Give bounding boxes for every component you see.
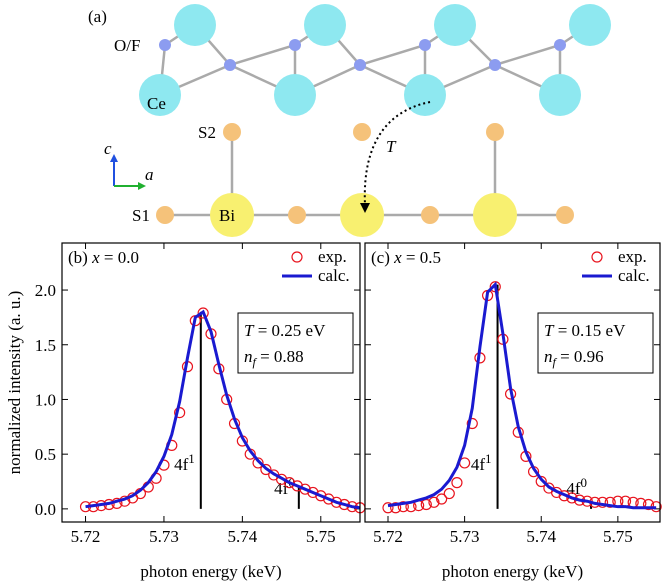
axes-icon <box>110 154 146 190</box>
param-text: = 0.15 eV <box>553 321 626 340</box>
param-symbol: T <box>544 321 555 340</box>
legend-label: exp. <box>318 247 347 266</box>
structure-diagram: (a) O/F Ce S2 S1 Bi T c a <box>88 4 611 237</box>
x-tick-label: 5.75 <box>306 527 336 546</box>
transfer-label: T <box>386 137 397 156</box>
x-tick-label: 5.74 <box>227 527 257 546</box>
spectrum-chart: 5.72 5.73 5.74 5.750.00.51.01.52.04f14f0exp… <box>5 242 366 581</box>
transfer-arrow <box>363 101 431 206</box>
param-line: T = 0.15 eV <box>544 321 626 340</box>
x-tick-label: 5.74 <box>526 527 556 546</box>
data-point <box>323 493 335 505</box>
data-point <box>443 487 455 500</box>
param-symbol: n <box>244 347 253 366</box>
legend-marker <box>591 251 603 263</box>
y-tick-label: 1.5 <box>35 336 56 355</box>
data-point <box>283 477 296 489</box>
atoms <box>139 4 611 237</box>
data-point <box>197 307 209 319</box>
panel-label: (a) <box>88 7 107 26</box>
panel-variable: x <box>91 248 100 267</box>
data-point <box>291 480 303 492</box>
param-line: T = 0.25 eV <box>244 321 326 340</box>
data-point <box>535 475 547 488</box>
y-tick-label: 2.0 <box>35 281 56 300</box>
data-point <box>466 417 478 430</box>
legend-label: exp. <box>618 247 647 266</box>
param-subscript: f <box>553 355 558 369</box>
y-tick-label: 0.0 <box>35 500 56 519</box>
data-point <box>397 501 409 513</box>
x-tick-label: 5.73 <box>149 527 179 546</box>
fit-line <box>85 309 361 510</box>
stick-label-text: 4f <box>174 455 189 474</box>
data-point <box>604 496 616 508</box>
data-point <box>315 490 327 502</box>
param-text: = 0.88 <box>256 347 304 366</box>
data-point <box>382 502 394 514</box>
atom-label: Bi <box>219 206 235 225</box>
param-subscript: f <box>253 355 258 369</box>
stick-label-text: 4f <box>471 455 486 474</box>
x-tick-label: 5.72 <box>373 527 403 546</box>
param-text: = 0.96 <box>556 347 604 366</box>
x-axis-label: photon energy (keV) <box>442 562 583 581</box>
atom-label: O/F <box>114 36 140 55</box>
y-axis-label: normalized intensity (a. u.) <box>5 291 24 475</box>
param-line: nf = 0.96 <box>544 347 604 369</box>
x-axis-label: photon energy (keV) <box>140 562 281 581</box>
axis-label: a <box>145 165 154 184</box>
legend-label: calc. <box>318 266 350 285</box>
param-symbol: T <box>244 321 255 340</box>
fit-line <box>387 281 657 510</box>
data-point <box>642 498 655 511</box>
axis-label: c <box>104 139 112 158</box>
panel-label-text: (b) <box>68 248 88 267</box>
panel-label-text: (c) <box>371 248 390 267</box>
panel-variable: x <box>393 248 402 267</box>
stick-label: 4f1 <box>174 451 195 474</box>
plot-frame <box>364 242 661 523</box>
data-point <box>307 486 319 499</box>
data-point <box>420 498 432 511</box>
y-tick-label: 0.5 <box>35 445 56 464</box>
data-point <box>260 463 272 476</box>
legend-marker <box>291 251 303 263</box>
atom-label: S1 <box>132 206 150 225</box>
legend-label: calc. <box>618 266 650 285</box>
arrow-head <box>360 203 370 213</box>
x-tick-label: 5.72 <box>71 527 101 546</box>
stick-label: 4f1 <box>471 451 492 474</box>
y-tick-label: 1.0 <box>35 390 56 409</box>
plot-frame <box>61 242 361 523</box>
stick-label-sup: 0 <box>581 475 588 490</box>
panel-label: (c) x = 0.5 <box>371 248 441 267</box>
x-tick-label: 5.73 <box>450 527 480 546</box>
param-text: = 0.25 eV <box>253 321 326 340</box>
data-point <box>390 502 402 514</box>
stick-label-sup: 1 <box>485 451 492 466</box>
bonds <box>158 23 591 217</box>
data-point <box>451 477 463 489</box>
panel-variable-value: = 0.0 <box>104 248 139 267</box>
atom-label: Ce <box>147 94 166 113</box>
data-point <box>428 496 440 508</box>
param-box <box>237 312 354 374</box>
data-point <box>299 483 311 495</box>
stick-label-sup: 1 <box>188 451 195 466</box>
data-point <box>252 457 264 469</box>
param-symbol: n <box>544 347 553 366</box>
x-tick-label: 5.75 <box>603 527 633 546</box>
param-box <box>537 312 654 374</box>
panel-variable-value: = 0.5 <box>406 248 441 267</box>
atom-label: S2 <box>198 123 216 142</box>
panel-label: (b) x = 0.0 <box>68 248 139 267</box>
data-point <box>436 493 448 505</box>
param-line: nf = 0.88 <box>244 347 304 369</box>
